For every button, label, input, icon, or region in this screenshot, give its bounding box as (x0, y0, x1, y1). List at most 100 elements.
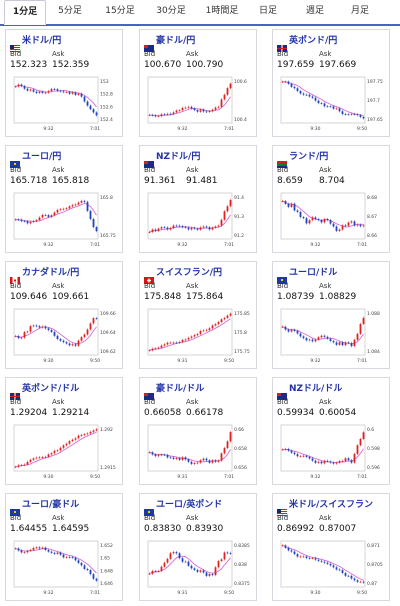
x-tick-label: 7:01 (357, 242, 367, 248)
candle-body (178, 553, 181, 559)
bid-label: Bid (10, 398, 22, 406)
currency-card[interactable]: 米ドル/円 Bid Ask 152.323 152.359 153 152.8 152.6 15… (5, 29, 123, 137)
candle-body (32, 325, 35, 327)
currency-card[interactable]: NZドル/円 Bid Ask 91.361 91.481 91.4 91.3 91.2 9:32… (139, 145, 257, 253)
y-tick-label: 109.62 (100, 349, 116, 355)
candle-body (220, 219, 223, 226)
currency-pair-link[interactable]: 英ポンド/ドル (22, 384, 80, 394)
tab-6[interactable]: 週足 (305, 6, 324, 16)
currency-card[interactable]: ユーロ/豪ドル Bid Ask 1.64455 1.64595 1.652 1.65 1.64… (5, 493, 123, 601)
candle-body (38, 547, 41, 549)
candle-body (220, 99, 223, 107)
currency-card[interactable]: カナダドル/円 Bid Ask 109.646 109.661 109.66 109.64 1… (5, 261, 123, 369)
candle-body (38, 457, 41, 459)
tab-1[interactable]: 5分足 (58, 6, 82, 16)
currency-card[interactable]: ユーロ/ドル Bid Ask 1.08739 1.08829 1.088 1.084 9:32… (272, 261, 390, 369)
ask-value: 100.790 (186, 60, 224, 70)
candle-body (226, 206, 229, 212)
candle-body (53, 450, 56, 454)
currency-card[interactable]: ユーロ/円 Bid Ask 165.718 165.818 165.8 165.75 9:32… (5, 145, 123, 253)
currency-pair-link[interactable]: NZドル/円 (156, 152, 201, 162)
candle-body (74, 204, 77, 206)
currency-pair-link[interactable]: スイスフラン/円 (156, 268, 223, 278)
tab-4[interactable]: 1時間足 (205, 6, 239, 16)
currency-pair-link[interactable]: ランド/円 (289, 152, 329, 162)
currency-card[interactable]: 米ドル/スイスフラン Bid Ask 0.86992 0.87007 0.871 0.870… (272, 493, 390, 601)
candle-body (296, 454, 299, 457)
bid-label: Bid (10, 50, 22, 58)
candle-body (35, 457, 38, 459)
candle-body (211, 574, 214, 576)
candle-body (305, 455, 308, 457)
candle-body (26, 88, 29, 91)
country-flag-icon (144, 501, 154, 516)
candle-body (62, 340, 65, 343)
candle-body (148, 573, 151, 575)
candle-body (92, 574, 95, 579)
candle-body (41, 547, 44, 549)
currency-card[interactable]: 豪ドル/ドル Bid Ask 0.66058 0.66178 0.66 0.658 0.656… (139, 377, 257, 485)
candle-body (193, 335, 196, 337)
candle-body (220, 559, 223, 562)
candle-body (92, 109, 95, 113)
tab-2[interactable]: 15分足 (105, 6, 135, 16)
currency-pair-link[interactable]: カナダドル/円 (22, 268, 80, 278)
candle-body (281, 326, 284, 328)
candle-body (178, 225, 181, 227)
candle-body (338, 569, 341, 571)
candle-body (89, 210, 92, 220)
currency-pair-link[interactable]: 英ポンド/円 (289, 36, 338, 46)
tab-5[interactable]: 日足 (258, 6, 277, 16)
candle-body (202, 330, 205, 332)
currency-card[interactable]: 豪ドル/円 Bid Ask 100.670 100.790 100.6 100.4 9:32 7… (139, 29, 257, 137)
currency-card[interactable]: ランド/円 Bid Ask 8.659 8.704 8.68 8.67 8.66 9:32 7:0… (272, 145, 390, 253)
currency-card[interactable]: 英ポンド/円 Bid Ask 197.659 197.669 197.75 197.7 197… (272, 29, 390, 137)
candle-body (175, 225, 178, 227)
candle-body (226, 441, 229, 449)
currency-pair-link[interactable]: NZドル/ドル (289, 384, 343, 394)
candle-body (317, 461, 320, 463)
tab-7[interactable]: 月足 (350, 6, 369, 16)
currency-pair-link[interactable]: 米ドル/円 (22, 36, 62, 46)
chart-frame (147, 424, 233, 472)
candle-body (211, 460, 214, 463)
currency-card[interactable]: 英ポンド/ドル Bid Ask 1.29204 1.29214 1.292 1.2915 9:… (5, 377, 123, 485)
ask-label: Ask (52, 166, 65, 174)
candle-body (32, 221, 35, 222)
bid-label: Bid (277, 398, 289, 406)
candle-body (199, 460, 202, 463)
tab-0[interactable]: 1分足 (4, 0, 46, 25)
candle-body (47, 550, 50, 552)
candle-body (154, 115, 157, 117)
currency-pair-link[interactable]: ユーロ/円 (22, 152, 62, 162)
currency-card[interactable]: ユーロ/英ポンド Bid Ask 0.83830 0.83930 0.8385 0.838 0… (139, 493, 257, 601)
candle-body (20, 84, 23, 87)
currency-pair-link[interactable]: ユーロ/ドル (289, 268, 338, 278)
currency-pair-link[interactable]: 豪ドル/円 (156, 36, 196, 46)
currency-pair-link[interactable]: ユーロ/英ポンド (156, 500, 223, 510)
x-tick-label: 9:32 (43, 242, 53, 248)
candle-body (320, 461, 323, 464)
candle-body (335, 342, 338, 345)
candle-body (308, 339, 311, 341)
candle-body (347, 222, 350, 226)
candle-body (220, 319, 223, 323)
moving-average-line (15, 85, 97, 108)
candle-body (14, 219, 17, 221)
candle-body (172, 112, 175, 115)
bid-label: Bid (144, 50, 156, 58)
currency-card[interactable]: NZドル/ドル Bid Ask 0.59934 0.60054 0.6 0.598 0.596… (272, 377, 390, 485)
candle-body (53, 331, 56, 336)
candle-body (293, 86, 296, 89)
currency-pair-link[interactable]: 豪ドル/ドル (156, 384, 205, 394)
ask-value: 1.08829 (319, 292, 357, 302)
currency-pair-link[interactable]: 米ドル/スイスフラン (289, 500, 374, 510)
currency-pair-link[interactable]: ユーロ/豪ドル (22, 500, 80, 510)
candle-body (29, 221, 32, 224)
candle-body (74, 344, 77, 346)
mini-price-chart: 0.871 0.8705 0.87 9:30 9:50 (280, 540, 383, 596)
candle-body (169, 113, 172, 115)
tab-3[interactable]: 30分足 (156, 6, 186, 16)
bid-label: Bid (277, 50, 289, 58)
currency-card[interactable]: スイスフラン/円 Bid Ask 175.848 175.864 175.85 175.8 1… (139, 261, 257, 369)
